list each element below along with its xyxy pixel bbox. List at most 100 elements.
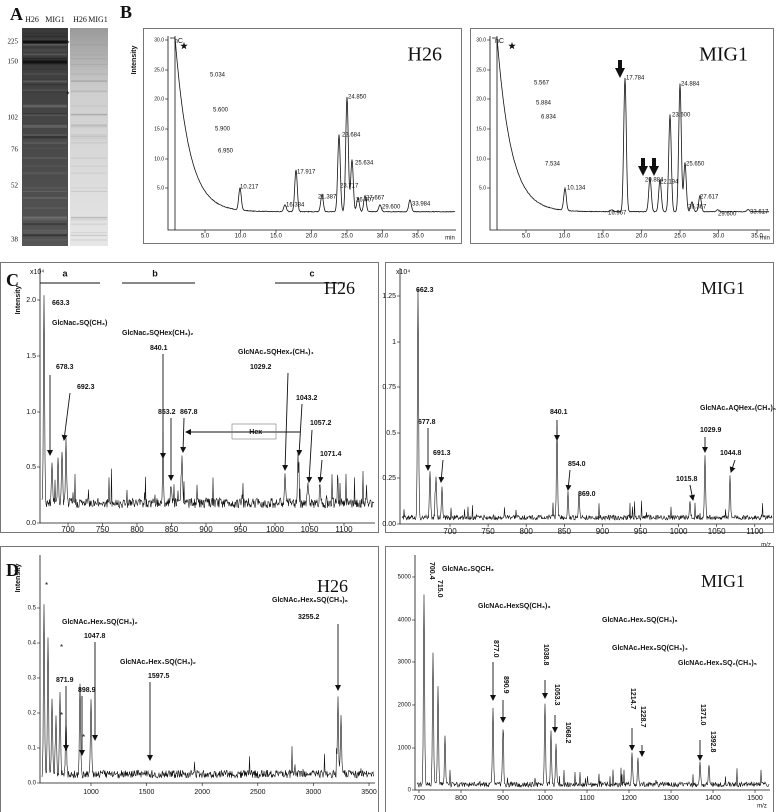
peak-label: 23.684: [342, 133, 361, 139]
peak-label: 27.617: [700, 195, 719, 201]
trace: [41, 604, 375, 780]
peak-label: 867.8: [180, 409, 198, 416]
peak-label: 869.0: [578, 491, 596, 498]
peak-label: 1044.8: [720, 450, 742, 457]
marker-label: 52: [11, 182, 19, 190]
lane-label: MIG1: [45, 15, 65, 24]
peak-label: 16.384: [286, 203, 305, 209]
peak-label: GlcNAc₂Hex₂SQ(CH₃)₂: [62, 619, 138, 626]
x-tick-label: 35.0: [751, 234, 763, 240]
x-tick-label: 1050: [301, 525, 319, 534]
peak-label: 24.850: [348, 95, 367, 101]
peak-label: 1071.4: [320, 451, 342, 458]
x-tick-label: 2500: [250, 789, 266, 796]
y-tick-label: 20.0: [154, 96, 164, 102]
x-tick-label: 700: [413, 795, 425, 802]
peak-label: 21.387: [318, 195, 337, 201]
peak-label: 1068.2: [564, 722, 571, 744]
y-axis-label: Intensity: [15, 286, 22, 315]
peak-label: 1371.0: [699, 704, 706, 726]
x-tick-label: 5.0: [522, 234, 531, 240]
peak-label: GlcNac₂SQHex(CH₃)₂: [122, 330, 193, 337]
axes: [489, 36, 770, 231]
x-tick-label: 1500: [139, 789, 155, 796]
x-tick-label: 35.0: [412, 234, 424, 240]
x-tick-label: 15.0: [270, 234, 282, 240]
asterisk: *: [45, 581, 48, 590]
x-tick-label: 1000: [537, 795, 553, 802]
arrow: [282, 372, 289, 471]
x-tick-label: 3500: [361, 789, 377, 796]
x-tick-label: 10.0: [235, 234, 247, 240]
y-tick-label: 0.00: [382, 521, 396, 528]
peak-label: 1047.8: [84, 633, 106, 640]
x-tick-label: 1500: [747, 795, 763, 802]
y-scale: x10⁴: [396, 269, 410, 276]
peak-label: 17.917: [297, 170, 316, 176]
x-tick-label: 25.0: [674, 234, 686, 240]
x-tick-label: 900: [596, 527, 610, 536]
y-tick-label: 20.0: [476, 96, 486, 102]
panel-label: B: [120, 2, 132, 22]
x-tick-label: 1100: [746, 527, 764, 536]
peak-label: 6.950: [218, 149, 234, 155]
arrow: [565, 469, 572, 491]
peak-label: GlcNAc₂SQCH₃: [442, 566, 494, 573]
plot-title: H26: [408, 44, 442, 66]
x-tick-label: 30.0: [377, 234, 389, 240]
peak-label: 5.900: [215, 127, 231, 133]
y-tick-label: 30.0: [476, 37, 486, 43]
peak-label: 691.3: [433, 450, 451, 457]
peak-label: 23.717: [340, 184, 359, 190]
plot-title: H26: [317, 576, 348, 596]
marker-label: 102: [8, 114, 19, 122]
peak-label: 678.3: [56, 364, 74, 371]
x-tick-label: 1100: [335, 525, 353, 534]
y-scale: x10⁴: [30, 269, 44, 276]
x-tick-label: 30.0: [713, 234, 725, 240]
plot-title: MIG1: [699, 44, 748, 66]
x-tick-label: 1050: [708, 527, 726, 536]
plot-frame: [0, 262, 379, 533]
y-tick-label: 15.0: [154, 126, 164, 132]
x-tick-label: 750: [481, 527, 495, 536]
x-tick-label: 25.0: [341, 234, 353, 240]
y-tick-label: 15.0: [476, 126, 486, 132]
x-axis-unit: m/z: [757, 804, 767, 810]
x-tick-label: 800: [520, 527, 534, 536]
y-tick-label: 5.0: [157, 185, 164, 191]
x-tick-label: 900: [199, 525, 213, 534]
peak-label: 5.034: [210, 73, 226, 79]
y-tick-label: 0.4: [28, 641, 37, 647]
peak-label: 10.134: [567, 186, 586, 192]
plot-frame: [385, 546, 774, 812]
x-tick-label: 800: [455, 795, 467, 802]
arrow: [61, 392, 71, 441]
y-tick-label: 0.5: [26, 464, 36, 471]
peak-label: GlcNac₂SQ(CH₃): [52, 320, 107, 327]
y-tick-label: 2.0: [26, 297, 36, 304]
y-tick-label: 1.5: [26, 353, 36, 360]
x-tick-label: 1300: [663, 795, 679, 802]
arrow: [438, 459, 445, 483]
peak-label: 29.600: [382, 205, 401, 211]
x-tick-label: 750: [96, 525, 110, 534]
plot-title: MIG1: [701, 278, 745, 298]
peak-label: 853.2: [158, 409, 176, 416]
axes: [167, 36, 456, 231]
x-tick-label: 15.0: [597, 234, 609, 240]
panel-label: D: [6, 560, 19, 580]
peak-label: GlcNAc₂HexSQ(CH₃)₃: [478, 603, 551, 610]
y-tick-label: 0.5: [28, 606, 37, 612]
peak-label: 29.600: [718, 212, 737, 218]
x-axis-unit: min: [760, 236, 770, 242]
peak-label: 23.600: [672, 113, 691, 119]
trace: [170, 37, 456, 213]
x-tick-label: 1200: [621, 795, 637, 802]
lane-label: H26: [25, 15, 39, 24]
peak-label: 26.367: [688, 205, 707, 211]
peak-label: 20.884: [645, 178, 664, 184]
peak-label: 662.3: [416, 287, 434, 294]
peak-label: GlcNAc₂Hex₈SQ(CH₃)₈: [272, 597, 348, 604]
